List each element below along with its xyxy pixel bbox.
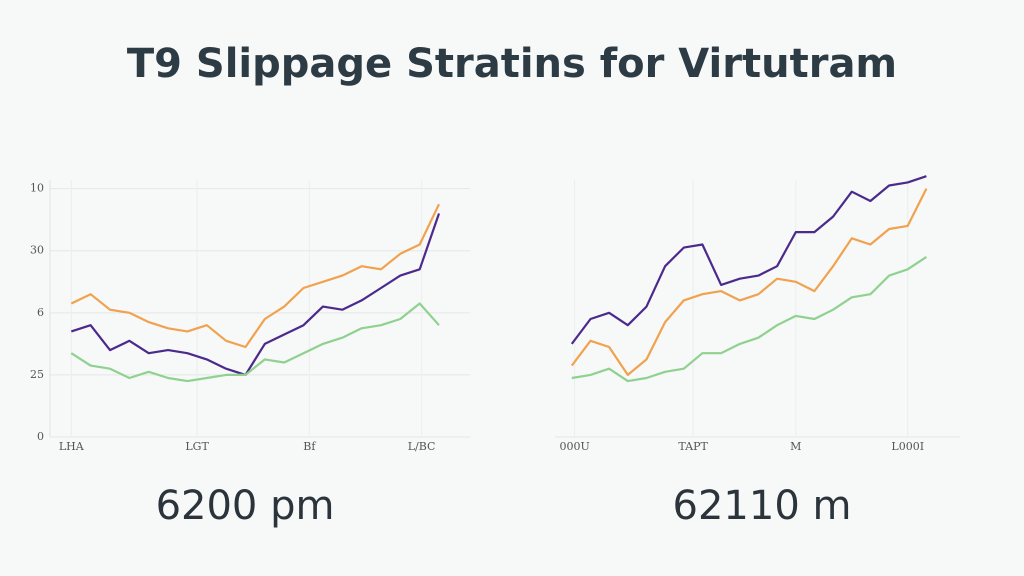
- x-tick-label: 000U: [559, 440, 589, 453]
- x-tick-label: LGT: [185, 440, 209, 453]
- y-tick-label: 30: [30, 244, 44, 257]
- chart-caption: 62110 m: [673, 483, 852, 529]
- page-title: T9 Slippage Stratins for Virtutram: [127, 41, 897, 87]
- x-tick-label: TAPT: [678, 440, 708, 453]
- x-tick-label: L/BC: [408, 440, 436, 453]
- chart-caption: 6200 pm: [156, 483, 335, 529]
- x-tick-label: LHA: [59, 440, 85, 453]
- y-tick-label: 0: [37, 430, 44, 443]
- y-tick-label: 6: [37, 306, 44, 319]
- series-line: [570, 175, 927, 345]
- x-tick-label: M: [790, 440, 801, 453]
- y-tick-label: 10: [30, 182, 44, 195]
- series-line: [70, 203, 440, 349]
- series-line: [571, 255, 928, 383]
- series-line: [70, 302, 440, 383]
- x-tick-label: Bf: [303, 440, 316, 453]
- series-line: [570, 188, 928, 376]
- series-line: [70, 213, 441, 376]
- y-tick-label: 25: [30, 368, 44, 381]
- x-tick-label: L000I: [891, 440, 924, 453]
